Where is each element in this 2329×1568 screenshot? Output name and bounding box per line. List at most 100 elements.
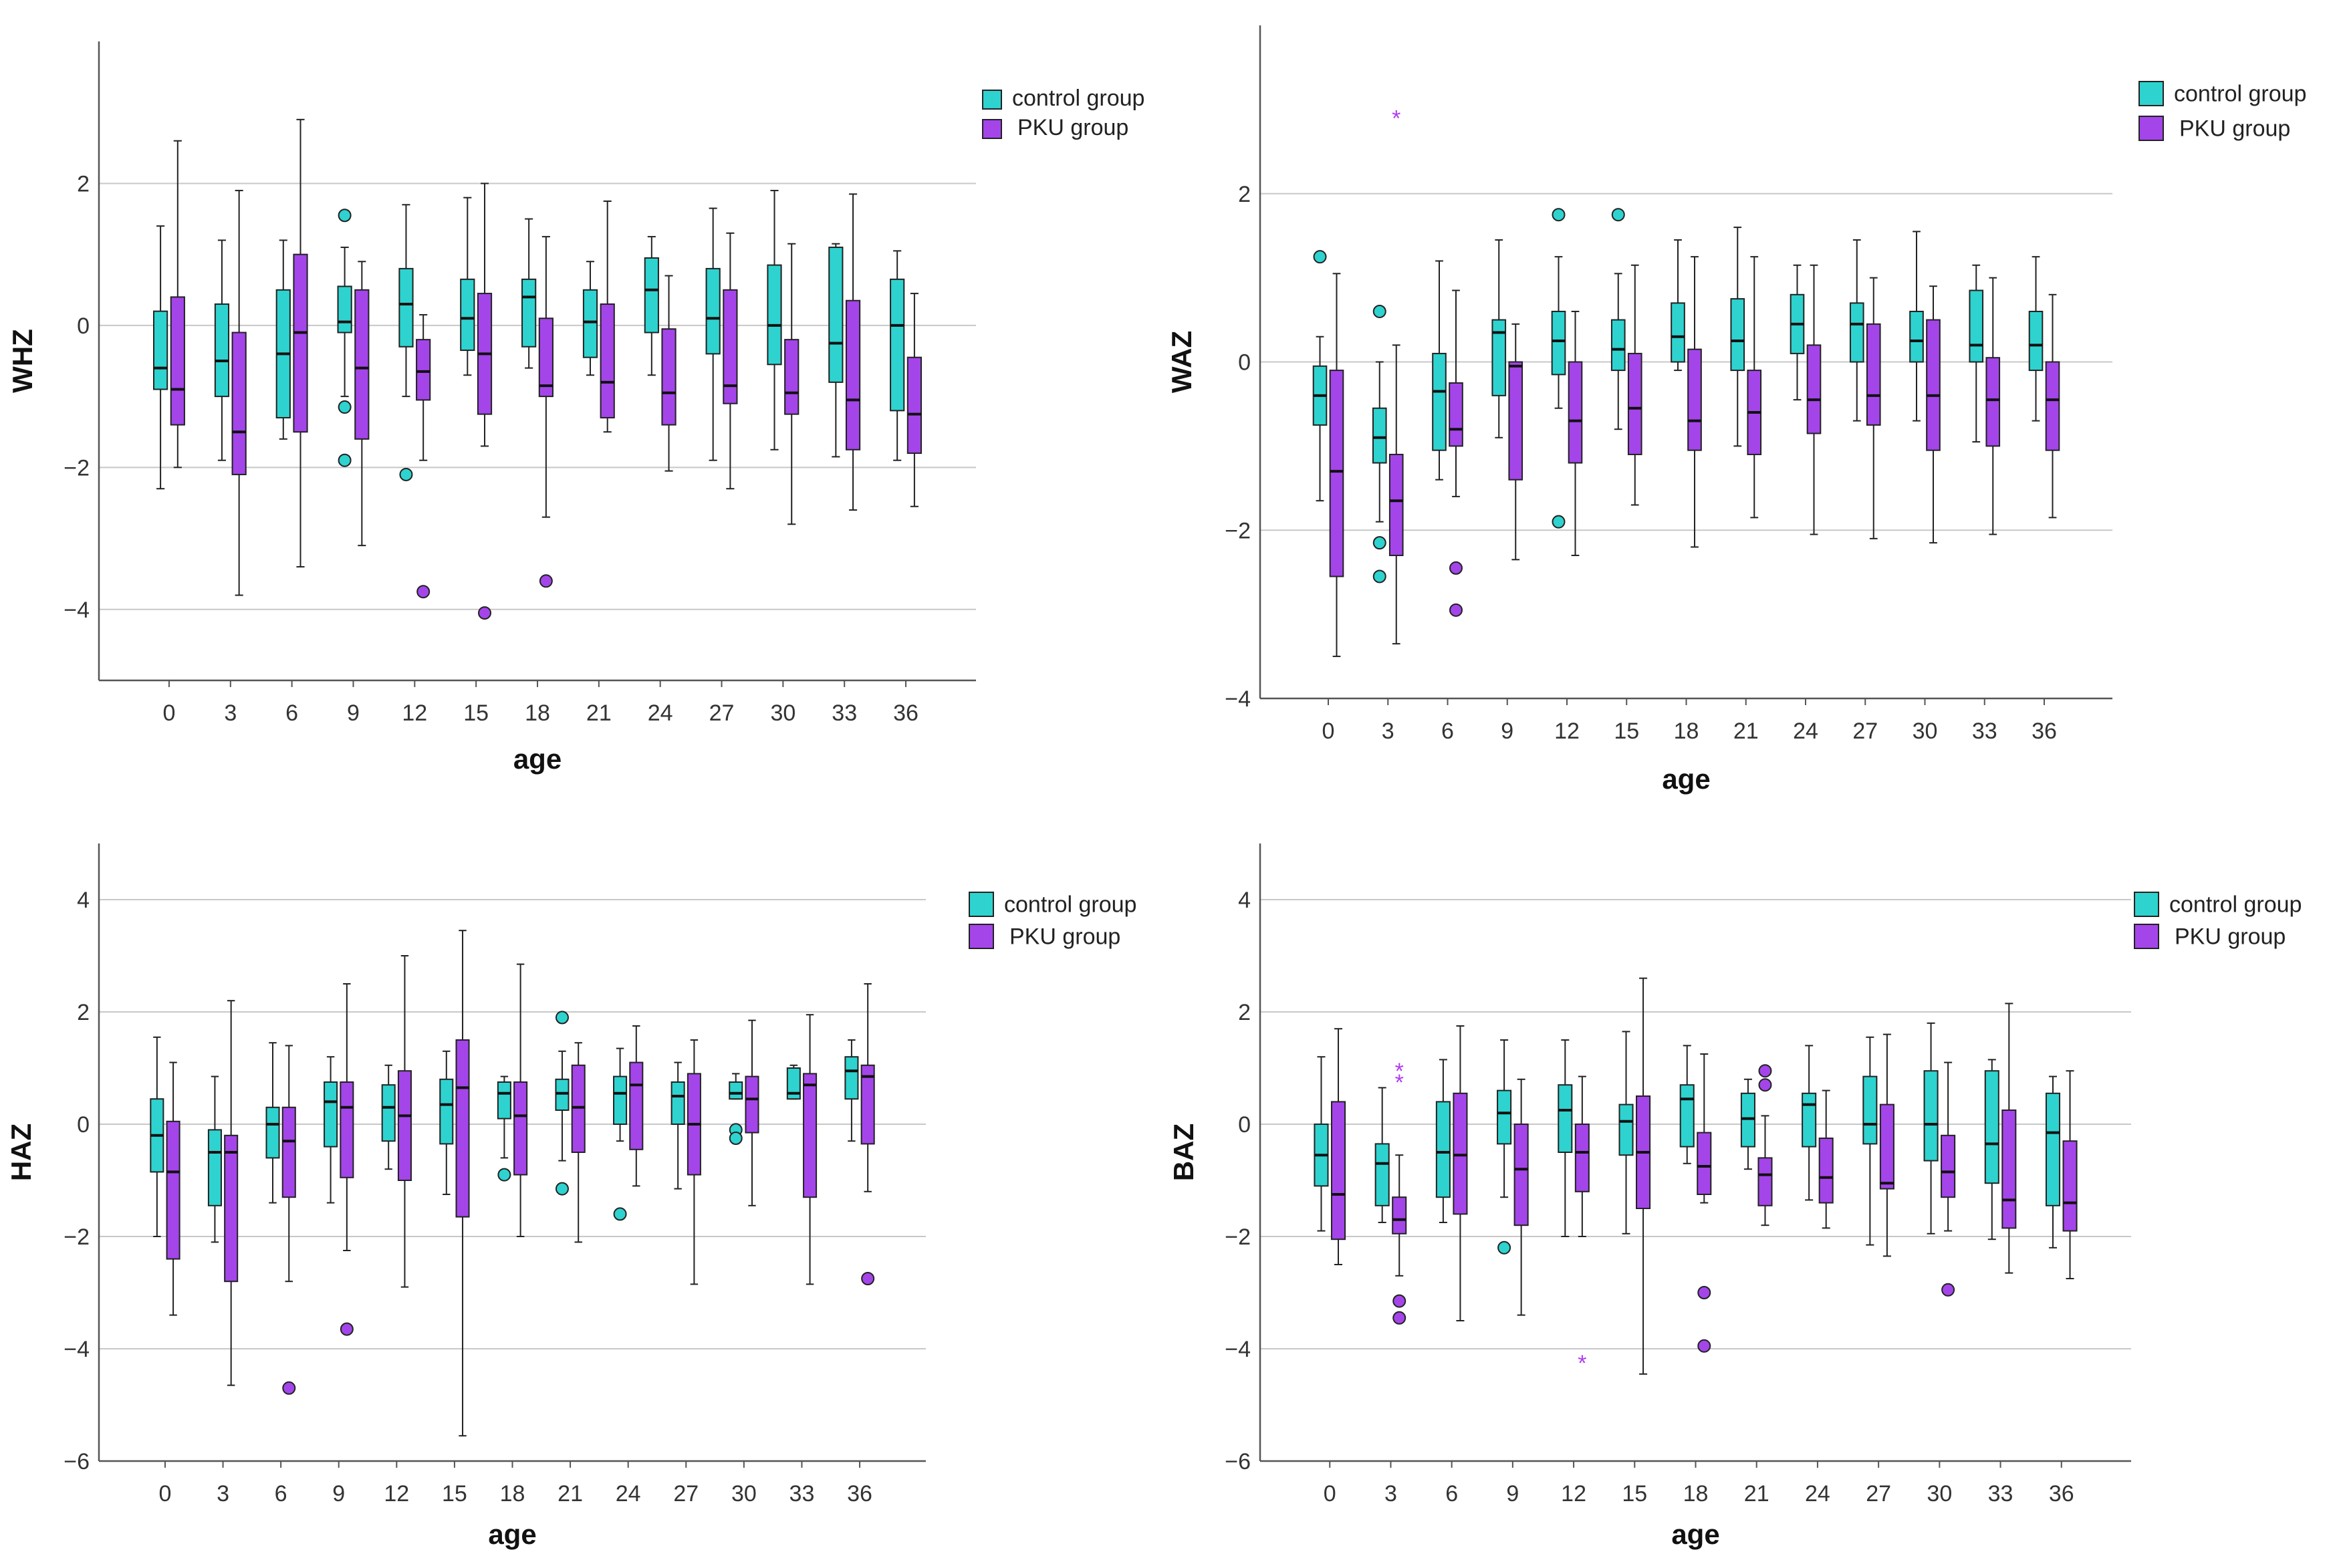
- pku-outlier-point: [478, 606, 492, 620]
- iqr-box: [1392, 1196, 1407, 1234]
- control-box-age-9: [337, 247, 352, 398]
- x-tick-label: 36: [2032, 718, 2057, 744]
- x-tick-label: 30: [1927, 1481, 1952, 1507]
- pku-box-age-21: [1747, 256, 1762, 519]
- control-box-age-15: [1618, 1031, 1634, 1234]
- iqr-box: [1618, 1103, 1634, 1156]
- iqr-box: [828, 247, 844, 383]
- legend-swatch-control: [969, 892, 994, 917]
- iqr-box: [661, 328, 677, 426]
- x-tick-label: 9: [1501, 718, 1513, 744]
- control-box-age-9: [324, 1056, 338, 1204]
- control-outlier-point: [338, 453, 352, 467]
- pku-box-age-3: [224, 1000, 239, 1386]
- pku-box-age-15: [477, 182, 493, 447]
- iqr-box: [1818, 1138, 1834, 1204]
- x-tick-label: 33: [789, 1481, 815, 1507]
- control-box-age-18: [521, 218, 537, 369]
- pku-box-age-24: [629, 1025, 644, 1187]
- y-tick-label: −4: [1225, 1337, 1251, 1362]
- iqr-box: [416, 339, 431, 401]
- iqr-box: [1449, 382, 1463, 447]
- x-tick-label: 6: [285, 700, 298, 726]
- control-box-age-36: [2028, 256, 2044, 422]
- y-tick-label: −2: [64, 455, 90, 481]
- iqr-box: [1866, 323, 1881, 426]
- iqr-box: [803, 1073, 818, 1198]
- pku-outlier-point: [539, 574, 553, 588]
- x-tick-label: 12: [384, 1481, 409, 1507]
- y-axis-title: WHZ: [7, 329, 38, 393]
- legend-label-pku: PKU group: [2175, 924, 2286, 950]
- control-box-age-12: [1558, 1039, 1573, 1237]
- iqr-box: [1909, 310, 1924, 363]
- iqr-box: [670, 1081, 685, 1125]
- control-outlier-point: [1497, 1240, 1511, 1255]
- control-box-age-18: [1679, 1045, 1695, 1164]
- iqr-box: [2045, 1092, 2061, 1206]
- legend-swatch-control: [982, 90, 1002, 110]
- pku-box-age-36: [906, 293, 922, 507]
- pku-box-age-24: [1806, 264, 1822, 535]
- x-tick-label: 18: [1683, 1481, 1709, 1507]
- pku-box-age-6: [1449, 289, 1463, 497]
- control-box-age-15: [1610, 273, 1626, 430]
- x-axis-title: age: [513, 743, 562, 775]
- legend: control group PKU group: [982, 86, 1144, 140]
- control-outlier-point: [497, 1168, 511, 1182]
- iqr-box: [1558, 1084, 1573, 1153]
- legend-label-control: control group: [1004, 892, 1136, 918]
- x-tick-label: 0: [158, 1481, 171, 1507]
- control-outlier-point: [399, 467, 413, 481]
- pku-outlier-point: [340, 1322, 354, 1336]
- y-tick-label: 0: [1238, 1112, 1251, 1138]
- control-outlier-point: [338, 209, 352, 223]
- y-tick-label: −6: [1225, 1449, 1251, 1474]
- iqr-box: [231, 332, 247, 475]
- x-tick-label: 27: [1866, 1481, 1891, 1507]
- control-box-age-18: [1671, 239, 1685, 372]
- x-tick-label: 3: [1382, 718, 1394, 744]
- pku-outlier-point: [1941, 1283, 1955, 1297]
- x-tick-label: 33: [1972, 718, 1997, 744]
- pku-box-age-3: [231, 190, 247, 596]
- iqr-box: [1329, 370, 1344, 577]
- iqr-box: [1435, 1101, 1451, 1198]
- control-box-age-0: [1314, 1056, 1329, 1232]
- legend-label-control: control group: [2174, 82, 2306, 107]
- x-tick-label: 15: [442, 1481, 467, 1507]
- pku-outlier-point: [861, 1272, 875, 1285]
- iqr-box: [705, 267, 721, 355]
- y-tick-label: −2: [64, 1224, 90, 1250]
- control-box-age-6: [1432, 260, 1447, 481]
- legend-swatch-pku: [982, 119, 1002, 139]
- control-box-age-12: [381, 1064, 396, 1170]
- iqr-box: [1687, 348, 1702, 451]
- pku-box-age-12: [1574, 1075, 1590, 1237]
- pku-box-age-33: [2001, 1003, 2017, 1274]
- pku-outlier-point: [282, 1381, 296, 1395]
- pku-outlier-point: [416, 585, 431, 599]
- x-tick-label: 18: [525, 700, 550, 726]
- y-axis-title: HAZ: [5, 1124, 37, 1181]
- control-box-age-21: [582, 261, 598, 376]
- iqr-box: [1926, 319, 1941, 451]
- x-tick-label: 12: [1561, 1481, 1586, 1507]
- iqr-box: [381, 1084, 396, 1142]
- iqr-box: [1491, 319, 1507, 396]
- iqr-box: [1802, 1092, 1817, 1148]
- iqr-box: [1497, 1089, 1512, 1145]
- control-outlier-point: [1552, 208, 1566, 222]
- pku-box-age-0: [1330, 1028, 1346, 1265]
- x-tick-label: 36: [847, 1481, 872, 1507]
- x-tick-label: 21: [1733, 718, 1759, 744]
- iqr-box: [398, 267, 414, 348]
- iqr-box: [1849, 302, 1864, 363]
- iqr-box: [1513, 1124, 1529, 1226]
- iqr-box: [1432, 352, 1447, 451]
- legend-swatch-pku: [2138, 116, 2164, 141]
- x-tick-label: 6: [1445, 1481, 1458, 1507]
- iqr-box: [265, 1106, 280, 1159]
